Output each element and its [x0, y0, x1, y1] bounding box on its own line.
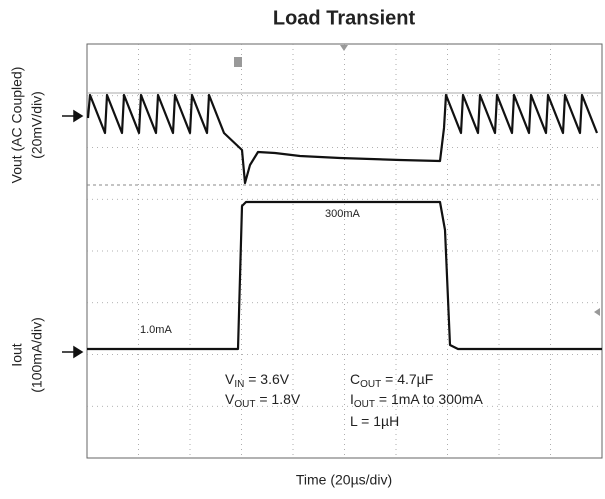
- condition-base: L: [350, 413, 358, 429]
- condition-sub: OUT: [354, 399, 375, 410]
- x-axis-label: Time (20µs/div): [296, 472, 392, 488]
- condition: VOUT = 1.8V: [225, 391, 301, 410]
- condition-rest: = 1mA to 300mA: [375, 391, 483, 407]
- condition-rest: = 1µH: [357, 413, 399, 429]
- chart-title: Load Transient: [273, 7, 416, 29]
- condition-base: C: [350, 371, 360, 387]
- trigger-marker: [234, 57, 242, 67]
- condition-base: V: [225, 391, 235, 407]
- condition-base: I: [350, 391, 354, 407]
- condition: L = 1µH: [350, 413, 399, 429]
- trace-label: 300mA: [325, 208, 361, 220]
- level-marker: [594, 308, 600, 316]
- condition-rest: = 4.7µF: [381, 371, 433, 387]
- condition-sub: OUT: [360, 379, 381, 390]
- y-axis-label: Iout: [9, 343, 25, 366]
- trigger-marker: [340, 45, 348, 51]
- condition: COUT = 4.7µF: [350, 371, 433, 390]
- channel-marker: [62, 109, 84, 123]
- plot-frame: [86, 43, 603, 459]
- condition-rest: = 3.6V: [244, 371, 289, 387]
- vout-trace: [86, 93, 599, 185]
- condition: IOUT = 1mA to 300mA: [350, 391, 483, 410]
- condition: VIN = 3.6V: [225, 371, 290, 390]
- condition-rest: = 1.8V: [255, 391, 300, 407]
- condition-base: V: [225, 371, 235, 387]
- y-axis-label: (100mA/div): [29, 317, 45, 392]
- trace-label: 1.0mA: [140, 324, 172, 336]
- condition-sub: IN: [234, 379, 244, 390]
- y-axis-label: (20mV/div): [29, 91, 45, 159]
- y-axis-label: Vout (AC Coupled): [9, 67, 25, 184]
- channel-marker: [62, 345, 84, 359]
- condition-sub: OUT: [234, 399, 255, 410]
- grid: [87, 44, 602, 458]
- iout-trace: [87, 200, 602, 351]
